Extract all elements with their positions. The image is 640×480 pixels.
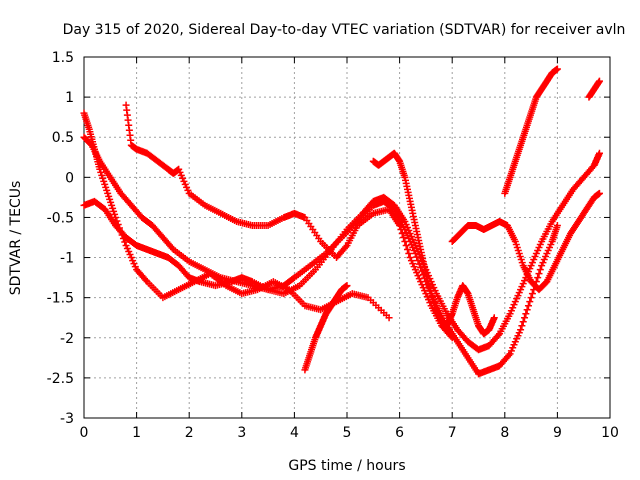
x-tick-label: 9	[553, 425, 562, 441]
data-point	[343, 282, 351, 290]
data-point	[595, 149, 603, 157]
y-tick-label: 1	[65, 90, 74, 106]
x-tick-label: 2	[185, 425, 194, 441]
y-tick-label: -1.5	[47, 291, 74, 307]
data-point	[535, 270, 543, 278]
data-point	[342, 243, 350, 251]
y-tick-label: 1.5	[52, 50, 74, 66]
x-tick-label: 7	[448, 425, 457, 441]
axis-ticks	[83, 56, 611, 419]
grid-lines	[84, 57, 610, 418]
data-point	[519, 318, 527, 326]
y-tick-label: -2	[60, 331, 74, 347]
y-tick-label: -1	[60, 251, 74, 267]
x-tick-label: 0	[80, 425, 89, 441]
data-point	[553, 65, 561, 73]
y-axis-label: SDTVAR / TECUs	[8, 181, 24, 296]
data-points	[80, 65, 603, 378]
data-point	[595, 189, 603, 197]
data-point	[522, 310, 530, 318]
data-point	[490, 314, 498, 322]
data-point	[398, 229, 406, 237]
x-tick-label: 10	[601, 425, 619, 441]
y-tick-label: 0	[65, 170, 74, 186]
y-tick-label: -0.5	[47, 210, 74, 226]
data-point	[523, 306, 531, 314]
data-point	[517, 326, 525, 334]
data-point	[494, 331, 502, 339]
data-point	[518, 322, 526, 330]
data-point	[528, 290, 536, 298]
chart-title: Day 315 of 2020, Sidereal Day-to-day VTE…	[63, 22, 626, 38]
data-point	[524, 302, 532, 310]
data-point	[527, 294, 535, 302]
data-point	[405, 250, 413, 258]
x-tick-label: 5	[343, 425, 352, 441]
data-point	[400, 234, 408, 241]
data-point	[521, 314, 529, 322]
data-point	[121, 238, 129, 246]
data-point	[505, 351, 513, 359]
y-tick-label: 0.5	[52, 130, 74, 146]
x-tick-label: 8	[500, 425, 509, 441]
data-point	[595, 77, 603, 85]
data-point	[534, 274, 542, 282]
data-point	[536, 266, 544, 274]
data-point	[142, 276, 150, 284]
x-axis-label: GPS time / hours	[288, 458, 405, 474]
x-tick-label: 6	[395, 425, 404, 441]
data-point	[526, 298, 534, 306]
data-point	[403, 246, 411, 254]
x-tick-label: 3	[237, 425, 246, 441]
x-tick-label: 4	[290, 425, 299, 441]
data-point	[402, 242, 410, 250]
tick-labels: 0 1 2 3 4 5 6 7 8 9 10 -3 -2.5 -2 -1.5 -1 -0.5 0 0.5 1 1.5	[47, 50, 619, 441]
data-point	[385, 314, 393, 322]
y-tick-label: -3	[60, 411, 74, 427]
y-tick-label: -2.5	[47, 371, 74, 387]
data-point	[553, 221, 561, 229]
x-tick-label: 1	[132, 425, 141, 441]
